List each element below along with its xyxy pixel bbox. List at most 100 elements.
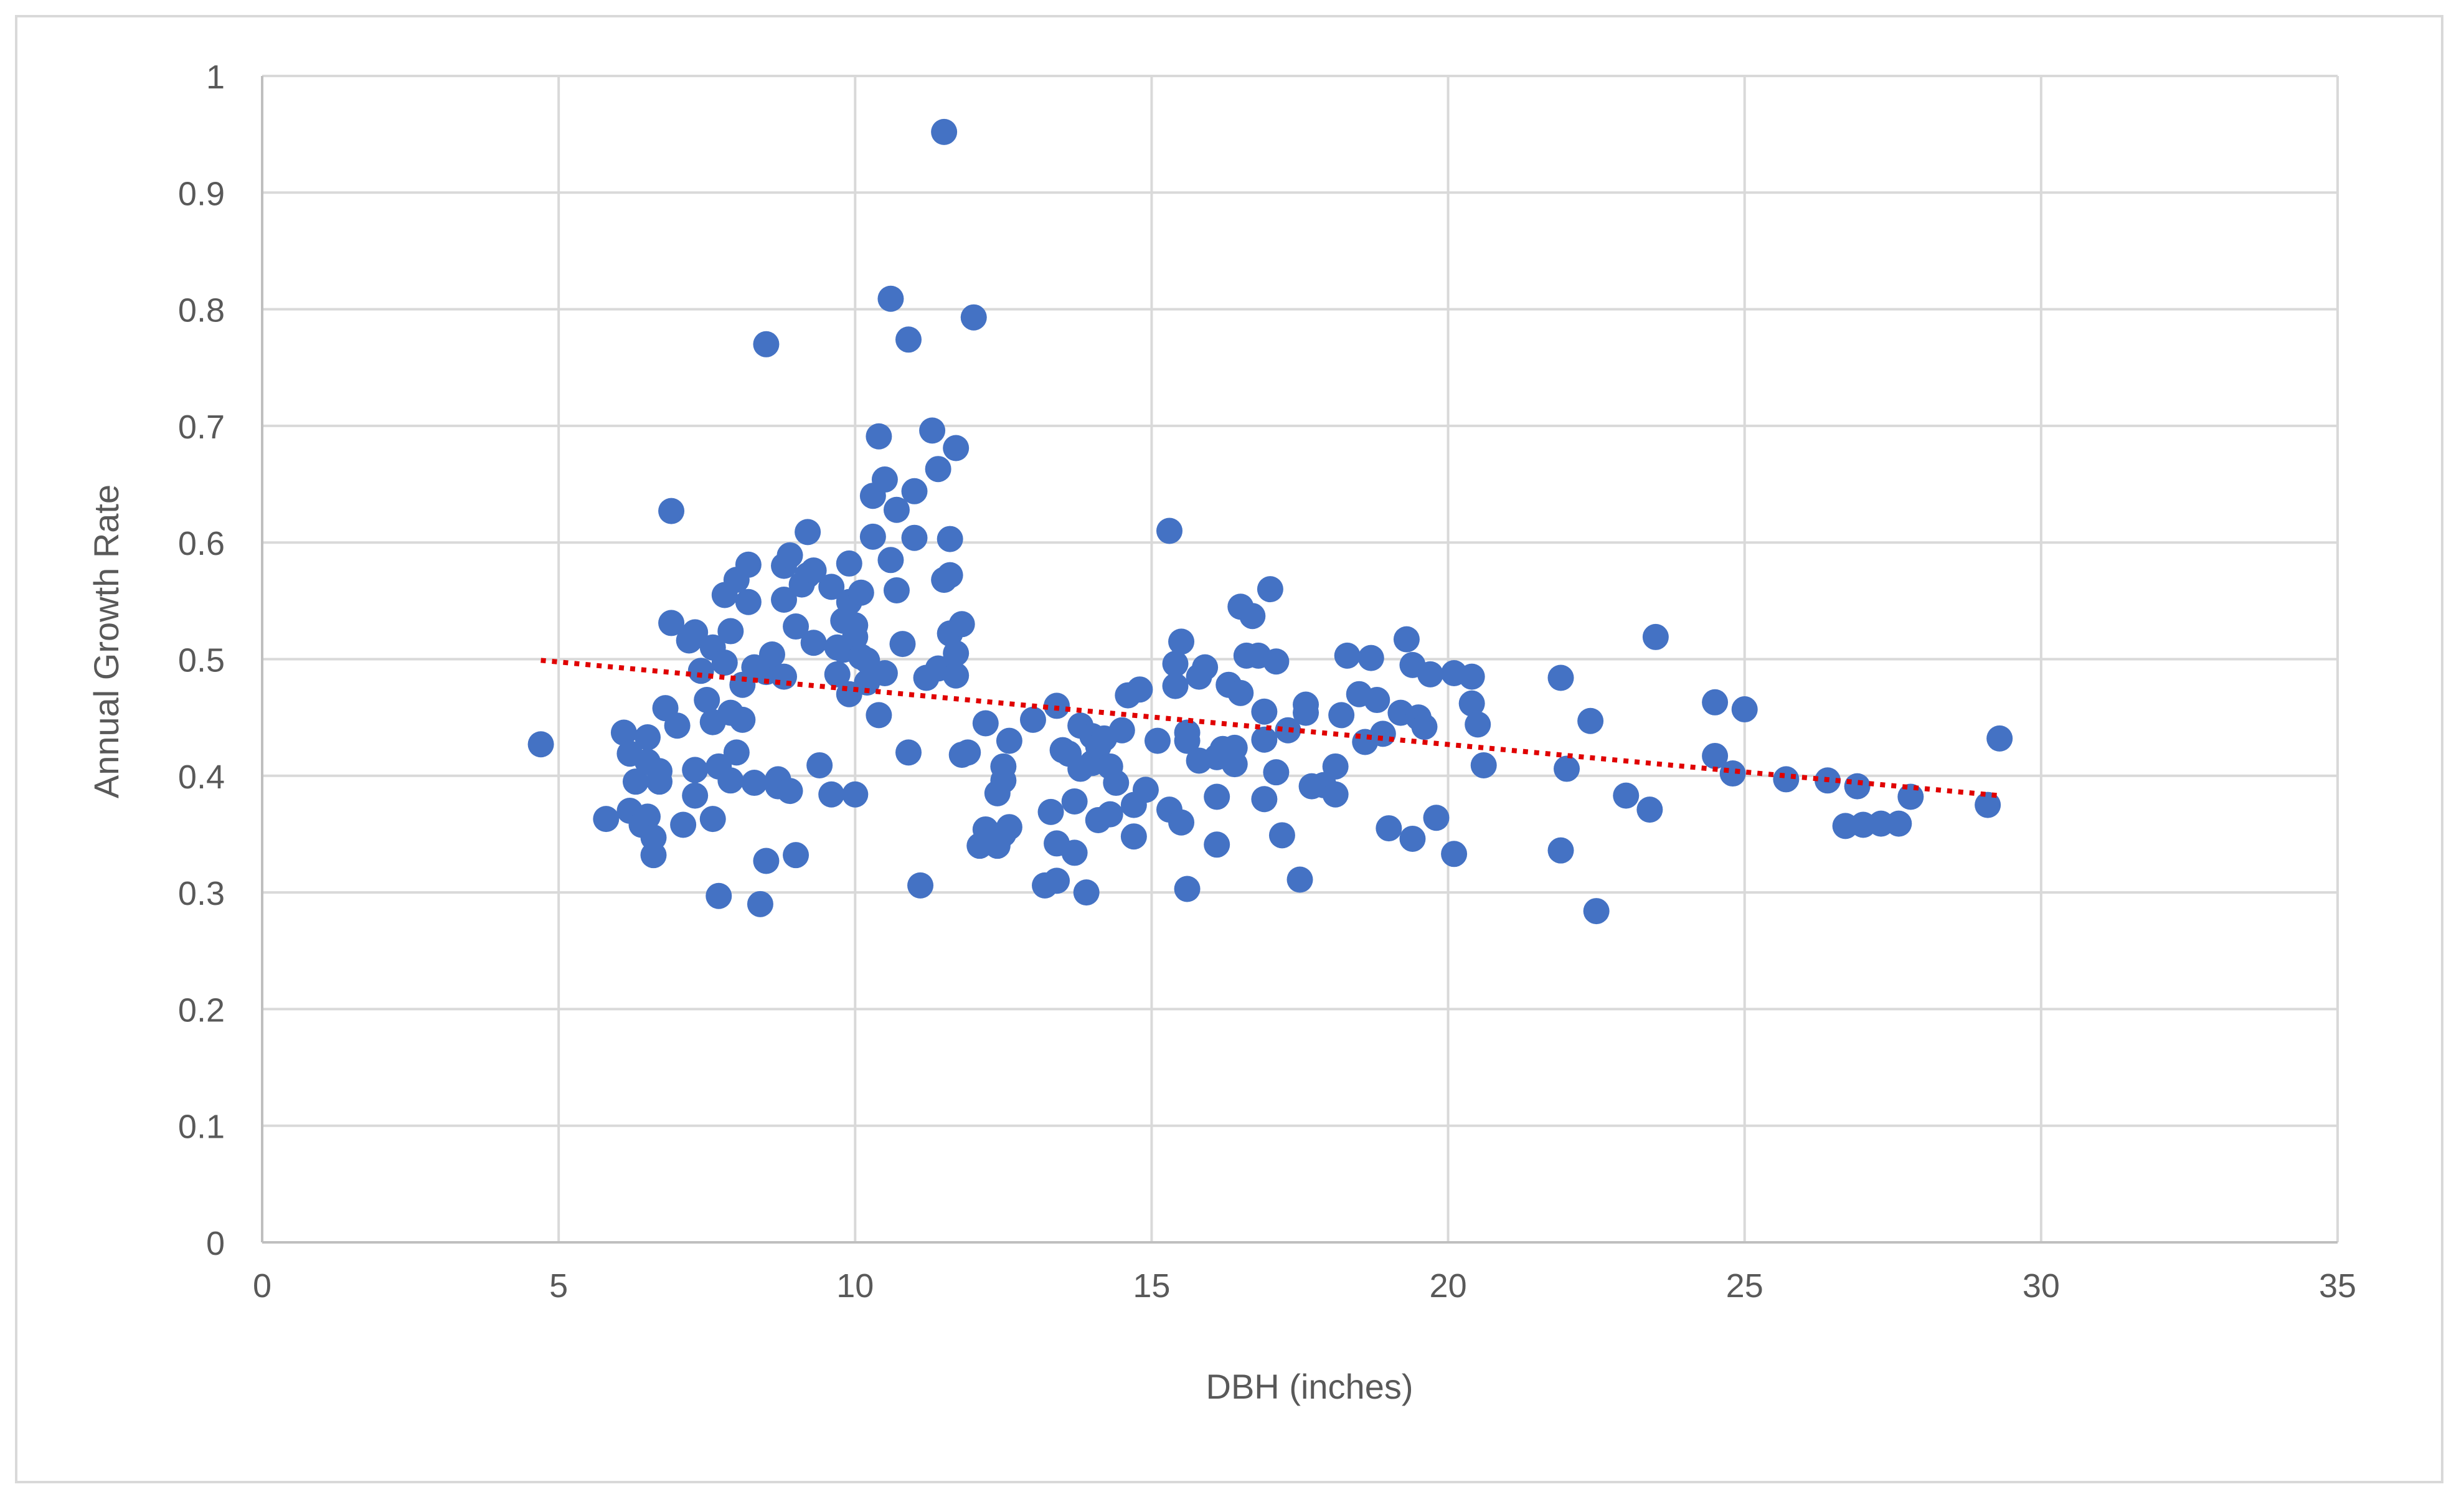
data-point [1168, 809, 1195, 836]
data-point [1702, 689, 1729, 716]
data-point [859, 523, 886, 550]
gridlines [262, 75, 2339, 1242]
y-axis-label: Annual Growth Rate [87, 484, 126, 798]
data-point [1073, 879, 1100, 906]
data-point [1773, 766, 1800, 793]
data-point [1322, 753, 1349, 780]
y-tick-label: 0.7 [178, 409, 225, 446]
y-tick-label: 0.1 [178, 1108, 225, 1146]
data-point [1126, 676, 1153, 703]
data-point [948, 611, 975, 638]
data-points [527, 118, 2013, 925]
x-axis-label: DBH (inches) [1206, 1367, 1414, 1406]
data-point [901, 524, 928, 551]
data-point [818, 574, 845, 600]
data-point [670, 811, 697, 838]
data-point [818, 781, 845, 808]
x-tick-label: 35 [2319, 1267, 2356, 1305]
data-point [658, 498, 685, 524]
data-point [842, 781, 869, 808]
x-tick-label: 10 [836, 1267, 874, 1305]
data-point [527, 731, 554, 758]
data-point [1037, 798, 1064, 825]
data-point [723, 739, 750, 766]
data-point [717, 767, 744, 794]
data-point [747, 890, 773, 917]
data-point [943, 435, 970, 461]
data-point [1019, 706, 1046, 733]
data-point [1268, 822, 1295, 849]
data-point [871, 466, 898, 493]
data-point [1263, 759, 1290, 786]
data-point [1897, 783, 1924, 810]
data-point [1322, 781, 1349, 808]
data-point [1886, 810, 1912, 837]
data-point [634, 803, 661, 830]
data-point [1844, 773, 1871, 800]
data-point [783, 842, 810, 869]
data-point [1251, 786, 1278, 813]
data-point [1547, 664, 1574, 691]
data-point [1275, 717, 1301, 744]
data-point [1328, 702, 1355, 729]
y-tick-label: 0.3 [178, 875, 225, 912]
data-point [1547, 837, 1574, 864]
data-point [1458, 690, 1485, 717]
data-point [996, 727, 1022, 754]
data-point [1423, 805, 1450, 831]
data-point [1263, 648, 1290, 675]
data-point [800, 557, 827, 584]
trendline-group [540, 658, 2000, 798]
data-point [972, 710, 999, 737]
data-point [735, 588, 762, 615]
data-point [682, 757, 709, 783]
data-point [877, 547, 904, 574]
data-point [1097, 801, 1123, 828]
data-point [1204, 831, 1230, 858]
data-point [836, 550, 862, 577]
data-point [1293, 699, 1319, 726]
data-point [1364, 687, 1390, 714]
data-point [919, 417, 946, 444]
y-tick-label: 0.8 [178, 292, 225, 329]
data-point [682, 619, 709, 646]
data-point [610, 719, 637, 746]
trendline [540, 658, 2000, 798]
data-point [943, 640, 970, 667]
data-point [883, 496, 910, 523]
data-point [706, 882, 732, 909]
data-point [1251, 698, 1278, 725]
y-tick-label: 0 [206, 1225, 225, 1262]
data-point [1174, 876, 1201, 902]
data-point [1334, 642, 1361, 669]
data-point [758, 641, 785, 668]
data-point [1975, 791, 2001, 818]
data-point [1108, 717, 1135, 744]
data-point [943, 662, 970, 689]
data-point [1465, 711, 1491, 738]
data-point [1369, 720, 1396, 747]
data-point [931, 118, 958, 145]
data-point [1204, 783, 1230, 810]
data-point [1719, 760, 1746, 787]
data-point [877, 285, 904, 312]
x-tick-label: 15 [1133, 1267, 1170, 1305]
data-point [1577, 707, 1604, 734]
y-tick-labels: 0 0.1 0.2 0.3 0.4 0.5 0.6 0.7 0.8 0.9 1 [178, 59, 225, 1262]
data-point [1411, 714, 1438, 740]
data-point [1120, 823, 1147, 850]
data-point [937, 526, 963, 552]
data-point [741, 770, 768, 796]
data-point [901, 478, 928, 504]
data-point [1162, 650, 1189, 677]
data-point [1470, 752, 1497, 778]
y-tick-label: 0.5 [178, 642, 225, 679]
data-point [1986, 725, 2013, 752]
data-point [871, 659, 898, 686]
data-point [1417, 661, 1444, 687]
data-point [664, 712, 691, 739]
x-tick-label: 0 [253, 1267, 271, 1305]
x-tick-label: 20 [1430, 1267, 1467, 1305]
y-tick-label: 0.4 [178, 758, 225, 796]
data-point [1132, 777, 1159, 803]
